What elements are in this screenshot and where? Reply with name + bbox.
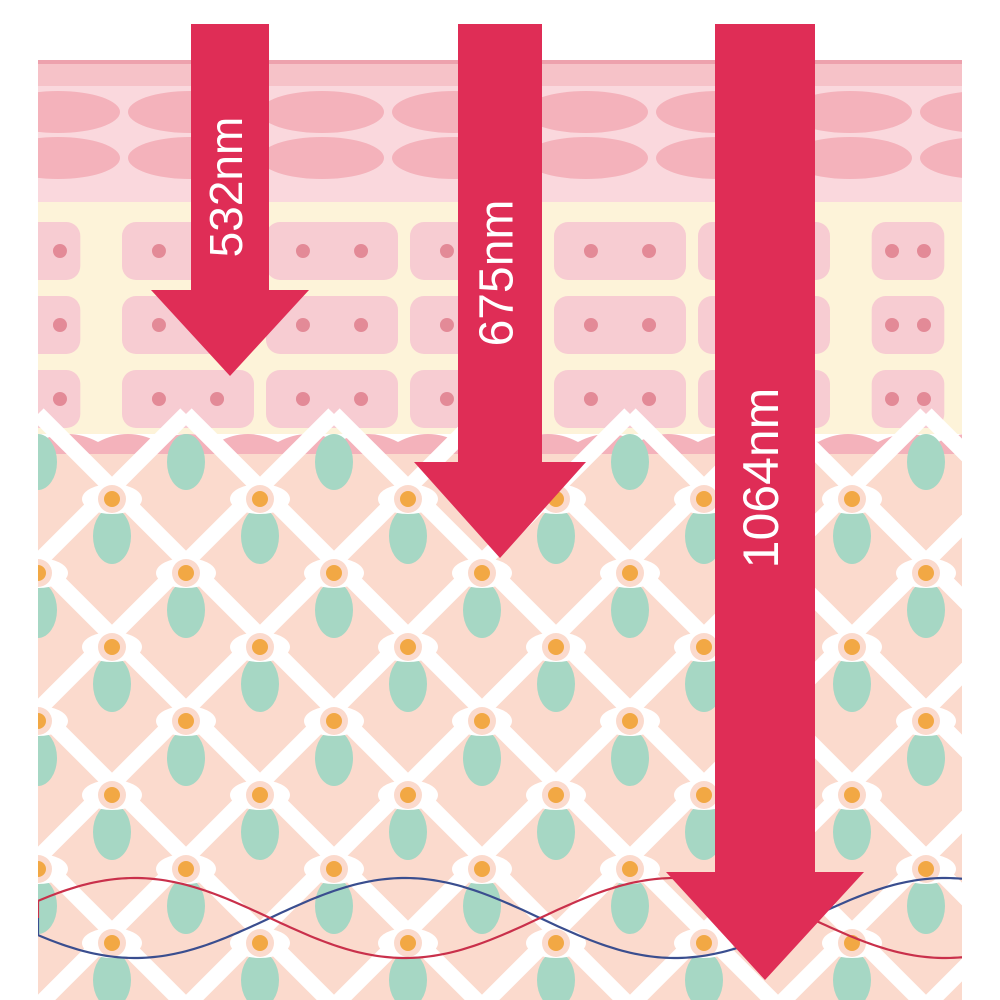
fibroblast-node: [907, 878, 945, 934]
keratinocyte: [872, 296, 945, 354]
fibroblast-node: [833, 508, 871, 564]
fibroblast-node: [833, 656, 871, 712]
fibroblast-node: [389, 656, 427, 712]
diagram-stage: 532nm 675nm 1064nm: [0, 0, 1000, 1000]
corneocyte: [0, 137, 120, 179]
fibroblast-node: [611, 730, 649, 786]
fibroblast-node: [611, 582, 649, 638]
wav-532-label: 532nm: [200, 117, 252, 258]
fibroblast-node: [833, 804, 871, 860]
fibroblast-node: [93, 804, 131, 860]
fibroblast-node: [241, 508, 279, 564]
dermal-cell: [970, 484, 1000, 514]
keratinocyte: [554, 222, 686, 280]
fibroblast-node: [167, 582, 205, 638]
keratinocyte: [8, 222, 81, 280]
fibroblast-node: [315, 582, 353, 638]
fibroblast-node: [19, 434, 57, 490]
wav-675-label: 675nm: [471, 200, 524, 347]
fibroblast-node: [463, 878, 501, 934]
fibroblast-node: [611, 434, 649, 490]
keratinocyte: [554, 296, 686, 354]
fibroblast-node: [981, 952, 1000, 1000]
fibroblast-node: [981, 656, 1000, 712]
corneocyte: [524, 91, 648, 133]
fibroblast-node: [463, 730, 501, 786]
fibroblast-node: [537, 508, 575, 564]
fibroblast-node: [93, 656, 131, 712]
fibroblast-node: [389, 508, 427, 564]
fibroblast-node: [241, 804, 279, 860]
dermal-cell: [970, 780, 1000, 810]
corneocyte: [524, 137, 648, 179]
wav-1064-label: 1064nm: [733, 388, 789, 569]
fibroblast-node: [537, 804, 575, 860]
fibroblast-node: [19, 730, 57, 786]
fibroblast-node: [907, 582, 945, 638]
fibroblast-node: [167, 878, 205, 934]
fibroblast-node: [315, 730, 353, 786]
fibroblast-node: [167, 730, 205, 786]
corneocyte: [0, 91, 120, 133]
fibroblast-node: [93, 508, 131, 564]
keratinocyte: [8, 296, 81, 354]
dermal-cell: [970, 632, 1000, 662]
diagram-svg: 532nm 675nm 1064nm: [0, 0, 1000, 1000]
dermal-cell: [970, 928, 1000, 958]
fibroblast-node: [315, 434, 353, 490]
keratinocyte: [872, 222, 945, 280]
fibroblast-node: [907, 730, 945, 786]
fibroblast-node: [463, 582, 501, 638]
fibroblast-node: [537, 656, 575, 712]
keratinocyte: [266, 222, 398, 280]
fibroblast-node: [389, 804, 427, 860]
corneocyte: [260, 91, 384, 133]
fibroblast-node: [241, 656, 279, 712]
fibroblast-node: [907, 434, 945, 490]
fibroblast-node: [981, 804, 1000, 860]
fibroblast-node: [19, 582, 57, 638]
corneocyte: [260, 137, 384, 179]
fibroblast-node: [981, 508, 1000, 564]
fibroblast-node: [167, 434, 205, 490]
